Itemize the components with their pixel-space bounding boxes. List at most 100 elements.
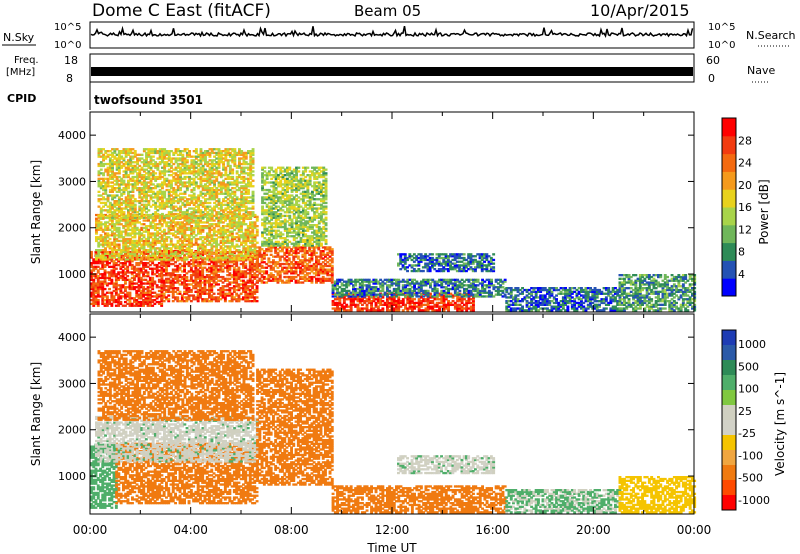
heatmap-cell <box>237 283 241 286</box>
heatmap-cell <box>154 212 158 216</box>
heatmap-cell <box>192 168 196 171</box>
heatmap-cell <box>147 234 150 237</box>
heatmap-cell <box>119 262 123 265</box>
heatmap-cell <box>169 247 173 250</box>
heatmap-cell <box>251 190 255 193</box>
heatmap-cell <box>303 264 307 268</box>
heatmap-cell <box>113 232 117 235</box>
heatmap-cell <box>212 281 216 284</box>
heatmap-cell <box>215 200 219 203</box>
heatmap-cell <box>203 250 207 254</box>
heatmap-cell <box>176 254 180 257</box>
heatmap-cell <box>169 239 173 243</box>
heatmap-cell <box>228 256 232 259</box>
heatmap-cell <box>119 258 123 261</box>
heatmap-cell <box>247 207 250 210</box>
heatmap-cell <box>163 243 166 246</box>
heatmap-cell <box>190 162 194 166</box>
heatmap-cell <box>144 243 148 246</box>
heatmap-cell <box>310 257 314 260</box>
heatmap-cell <box>308 257 312 260</box>
heatmap-cell <box>130 287 134 291</box>
heatmap-cell <box>237 221 241 224</box>
heatmap-cell <box>208 228 212 231</box>
nsearch-tick-top: 10^5 <box>708 22 735 33</box>
heatmap-cell <box>219 203 223 206</box>
heatmap-cell <box>249 221 252 224</box>
heatmap-cell <box>157 265 161 268</box>
heatmap-cell <box>253 256 257 259</box>
heatmap-cell <box>206 212 210 216</box>
heatmap-cell <box>124 174 128 177</box>
heatmap-cell <box>221 226 225 230</box>
heatmap-cell <box>270 229 274 232</box>
heatmap-cell <box>321 275 325 279</box>
heatmap-cell <box>190 216 194 219</box>
heatmap-cell <box>167 157 171 160</box>
heatmap-cell <box>226 270 230 273</box>
heatmap-cell <box>139 269 143 272</box>
heatmap-cell <box>328 248 332 251</box>
heatmap-cell <box>142 192 146 195</box>
heatmap-cell <box>215 177 219 180</box>
heatmap-cell <box>127 159 130 162</box>
heatmap-cell <box>242 157 246 160</box>
heatmap-cell <box>215 170 219 173</box>
heatmap-cell <box>131 243 135 246</box>
heatmap-cell <box>156 150 160 153</box>
heatmap-cell <box>115 148 119 151</box>
heatmap-cell <box>154 203 158 206</box>
heatmap-cell <box>179 181 182 184</box>
heatmap-cell <box>285 272 289 275</box>
heatmap-cell <box>261 205 264 208</box>
heatmap-cell <box>156 230 160 233</box>
heatmap-cell <box>156 162 160 166</box>
heatmap-cell <box>251 151 255 155</box>
heatmap-cell <box>192 211 196 214</box>
heatmap-cell <box>102 214 105 218</box>
heatmap-cell <box>126 228 130 231</box>
heatmap-cell <box>95 221 98 224</box>
heatmap-cell <box>185 188 189 192</box>
heatmap-cell <box>124 225 128 228</box>
heatmap-cell <box>249 155 253 158</box>
heatmap-cell <box>120 150 124 153</box>
heatmap-cell <box>153 243 157 246</box>
heatmap-cell <box>163 234 166 237</box>
heatmap-cell <box>131 258 135 261</box>
heatmap-cell <box>233 179 237 182</box>
heatmap-cell <box>224 207 228 210</box>
heatmap-cell <box>213 190 216 193</box>
heatmap-cell <box>206 237 209 241</box>
heatmap-cell <box>154 177 158 180</box>
heatmap-cell <box>158 203 162 206</box>
heatmap-cell <box>326 270 330 273</box>
heatmap-cell <box>138 192 142 195</box>
heatmap-cell <box>108 302 111 305</box>
heatmap-cell <box>208 179 212 182</box>
heatmap-cell <box>174 223 178 226</box>
heatmap-cell <box>310 251 314 255</box>
heatmap-cell <box>199 175 203 179</box>
heatmap-cell <box>301 255 305 258</box>
heatmap-cell <box>270 225 274 229</box>
heatmap-cell <box>203 237 207 241</box>
heatmap-cell <box>122 239 126 243</box>
heatmap-cell <box>139 300 143 304</box>
heatmap-cell <box>192 181 196 184</box>
heatmap-cell <box>120 203 124 206</box>
heatmap-cell <box>215 230 218 233</box>
heatmap-cell <box>133 287 136 291</box>
heatmap-cell <box>190 225 194 228</box>
heatmap-cell <box>140 153 144 156</box>
heatmap-cell <box>219 258 223 261</box>
heatmap-cell <box>221 285 225 288</box>
heatmap-cell <box>97 245 101 248</box>
heatmap-cell <box>140 200 144 203</box>
heatmap-cell <box>126 302 130 305</box>
heatmap-cell <box>158 236 162 239</box>
heatmap-cell <box>153 237 157 241</box>
heatmap-cell <box>222 174 225 177</box>
heatmap-cell <box>167 294 171 297</box>
heatmap-cell <box>145 157 148 160</box>
